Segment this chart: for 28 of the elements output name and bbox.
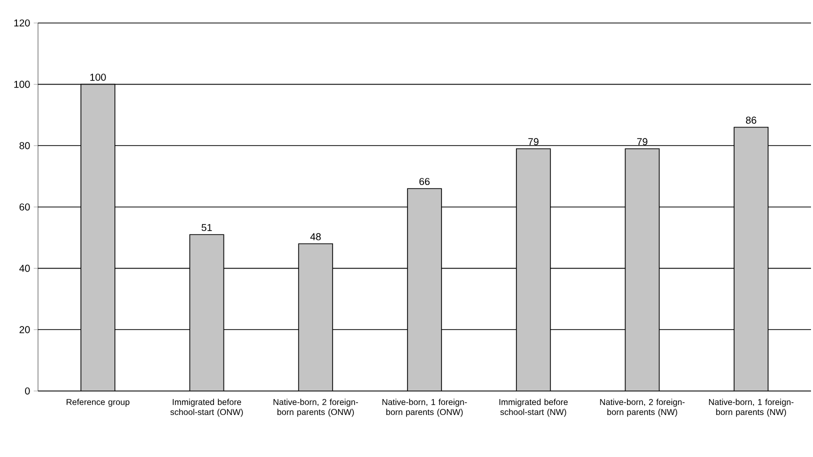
data-label: 48 — [310, 233, 321, 240]
bar — [516, 148, 551, 391]
y-tick-label: 120 — [14, 19, 30, 27]
y-tick-label: 0 — [25, 387, 30, 395]
y-tick-label: 20 — [20, 326, 30, 334]
x-tick-label: Immigrated before school-start (NW) — [499, 398, 568, 417]
y-tick-label: 60 — [20, 203, 30, 211]
x-tick-label: Reference group — [66, 398, 130, 407]
data-label: 79 — [637, 138, 648, 146]
y-tick-label: 40 — [19, 264, 30, 272]
data-label: 66 — [419, 178, 430, 186]
x-tick-label: Native-born, 1 foreign-born parents (ONW) — [382, 398, 467, 417]
bar — [407, 188, 442, 391]
data-label: 79 — [528, 138, 538, 146]
bar — [734, 126, 769, 391]
data-label: 86 — [746, 116, 756, 124]
x-tick-label: Native-born, 2 foreign-born parents (NW) — [600, 398, 685, 417]
bar — [189, 234, 224, 391]
bar — [80, 84, 116, 391]
x-tick-label: Native-born, 2 foreign-born parents (ONW) — [274, 398, 358, 417]
x-tick-label: Immigrated before school-start (ONW) — [170, 398, 243, 417]
y-tick-label: 80 — [20, 142, 30, 150]
x-tick-label: Native-born, 1 foreign-born parents (NW) — [709, 398, 794, 417]
bar — [624, 148, 660, 391]
data-label: 100 — [90, 74, 106, 81]
y-tick-label: 100 — [14, 80, 30, 88]
bar — [298, 243, 334, 391]
data-label: 51 — [202, 224, 212, 232]
